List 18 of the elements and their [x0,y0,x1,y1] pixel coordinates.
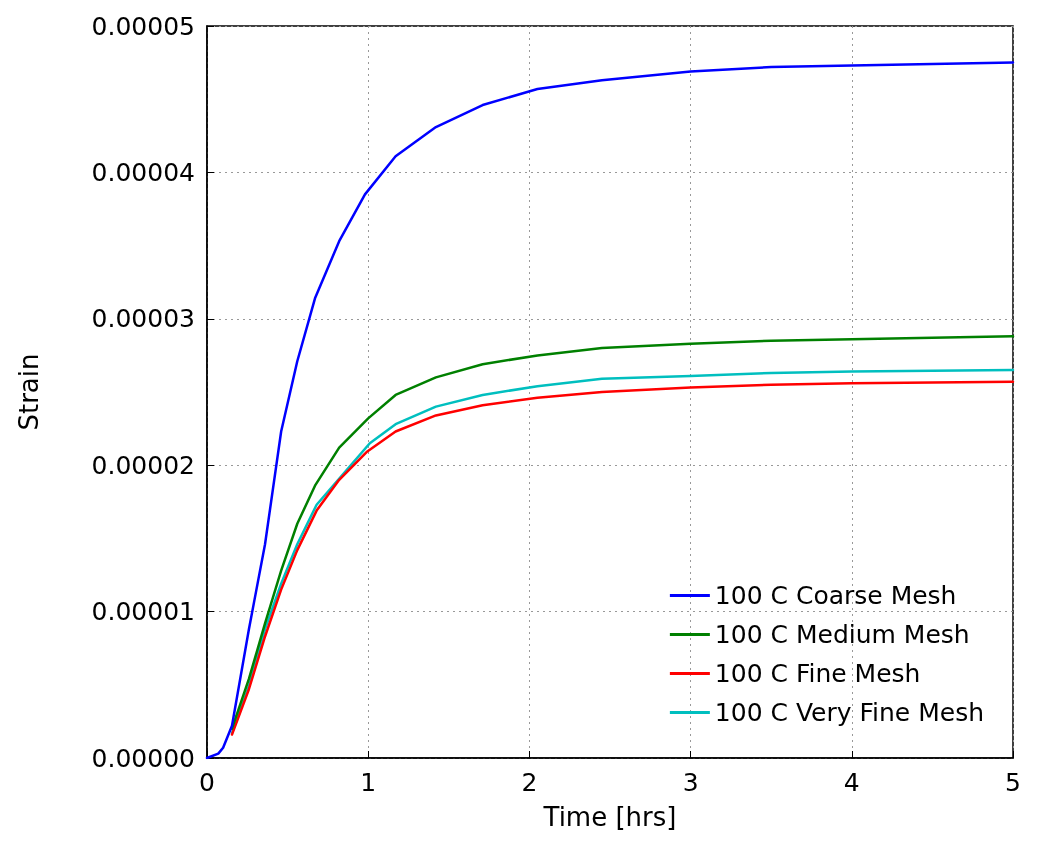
x-tick-label: 3 [682,768,699,797]
y-axis-title: Strain [14,353,44,431]
legend-label: 100 C Very Fine Mesh [714,698,985,727]
legend-label: 100 C Medium Mesh [714,620,970,649]
y-tick-label: 0.00005 [91,11,195,41]
x-tick-label: 0 [199,768,215,797]
y-tick-label: 0.00004 [91,157,195,187]
y-tick-label: 0.00002 [91,450,195,480]
legend-label: 100 C Coarse Mesh [714,581,957,610]
legend-label: 100 C Fine Mesh [714,659,921,688]
x-axis-title: Time [hrs] [542,802,677,832]
y-tick-label: 0.00001 [91,597,195,627]
y-tick-label: 0.00003 [91,304,195,334]
x-tick-label: 2 [521,768,538,797]
x-tick-label: 1 [360,768,377,797]
y-tick-label: 0.00000 [91,743,195,773]
x-tick-label: 4 [843,768,860,797]
x-tick-label: 5 [1005,768,1021,797]
